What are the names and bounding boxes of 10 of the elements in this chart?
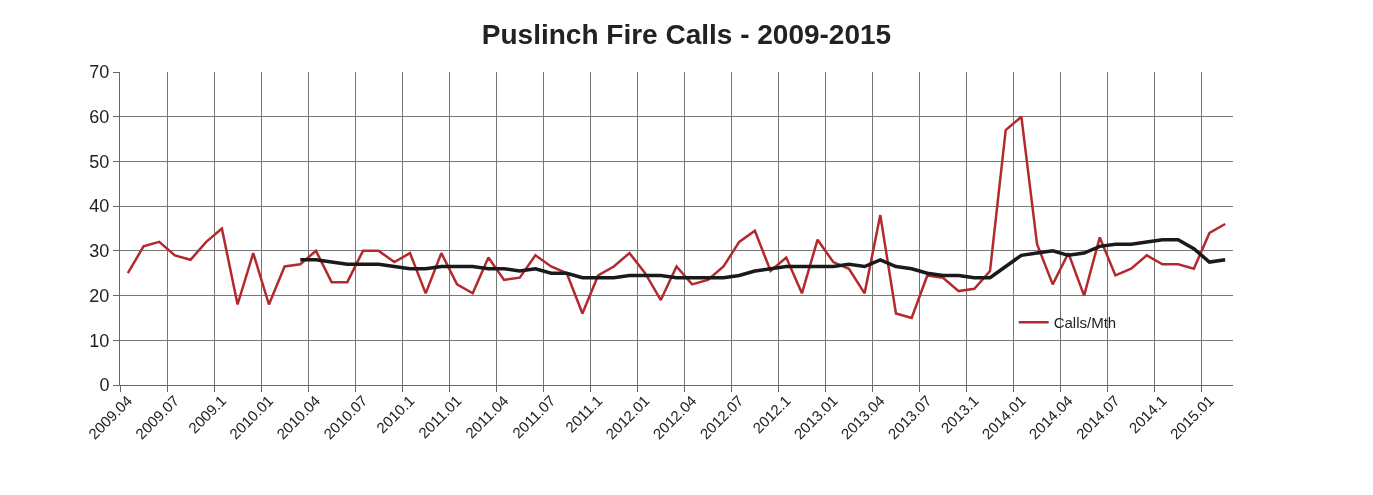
y-tick-label: 40 xyxy=(89,196,110,217)
y-tick-label: 0 xyxy=(99,375,110,396)
y-tick-label: 70 xyxy=(89,62,110,83)
y-tick-label: 10 xyxy=(89,330,110,351)
y-tick-label: 60 xyxy=(89,107,110,128)
y-tick-label: 50 xyxy=(89,151,110,172)
y-tick-label: 20 xyxy=(89,285,110,306)
line-series xyxy=(298,237,1227,280)
chart-title: Puslinch Fire Calls - 2009-2015 xyxy=(481,19,892,51)
y-tick-label: 30 xyxy=(89,241,110,262)
